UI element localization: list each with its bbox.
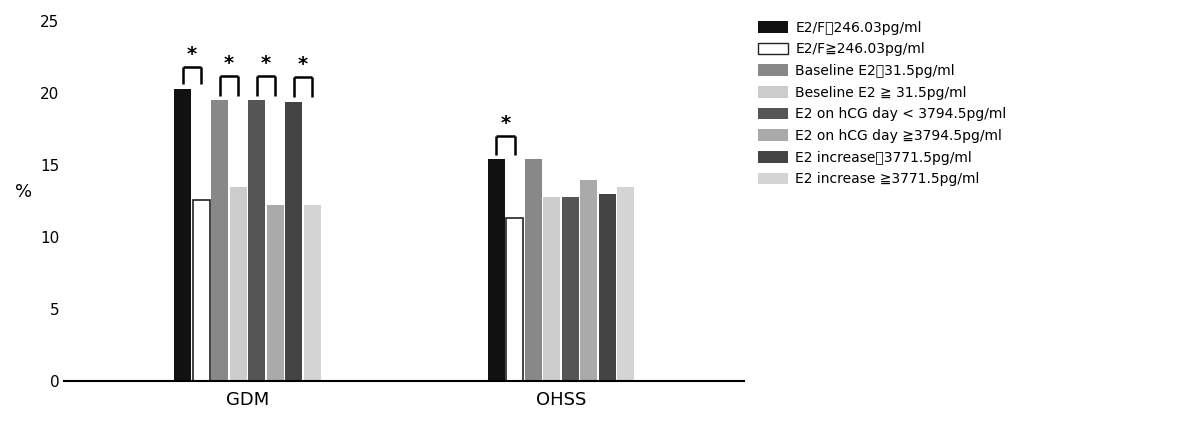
- Bar: [617, 187, 635, 381]
- Bar: [506, 218, 523, 381]
- Bar: [211, 100, 228, 381]
- Bar: [580, 179, 598, 381]
- Bar: [286, 102, 302, 381]
- Bar: [174, 89, 191, 381]
- Y-axis label: %: %: [16, 183, 32, 201]
- Bar: [266, 206, 283, 381]
- Legend: E2/F＜246.03pg/ml, E2/F≧246.03pg/ml, Baseline E2＜31.5pg/ml, Beseline E2 ≧ 31.5pg/: E2/F＜246.03pg/ml, E2/F≧246.03pg/ml, Base…: [757, 21, 1007, 186]
- Bar: [487, 159, 505, 381]
- Bar: [599, 194, 616, 381]
- Bar: [229, 187, 247, 381]
- Text: *: *: [224, 54, 234, 73]
- Bar: [524, 159, 541, 381]
- Text: *: *: [500, 114, 510, 134]
- Bar: [544, 197, 560, 381]
- Text: *: *: [187, 45, 197, 64]
- Bar: [248, 100, 265, 381]
- Bar: [304, 206, 320, 381]
- Bar: [562, 197, 578, 381]
- Text: *: *: [298, 55, 308, 74]
- Text: *: *: [260, 54, 271, 73]
- Bar: [192, 200, 210, 381]
